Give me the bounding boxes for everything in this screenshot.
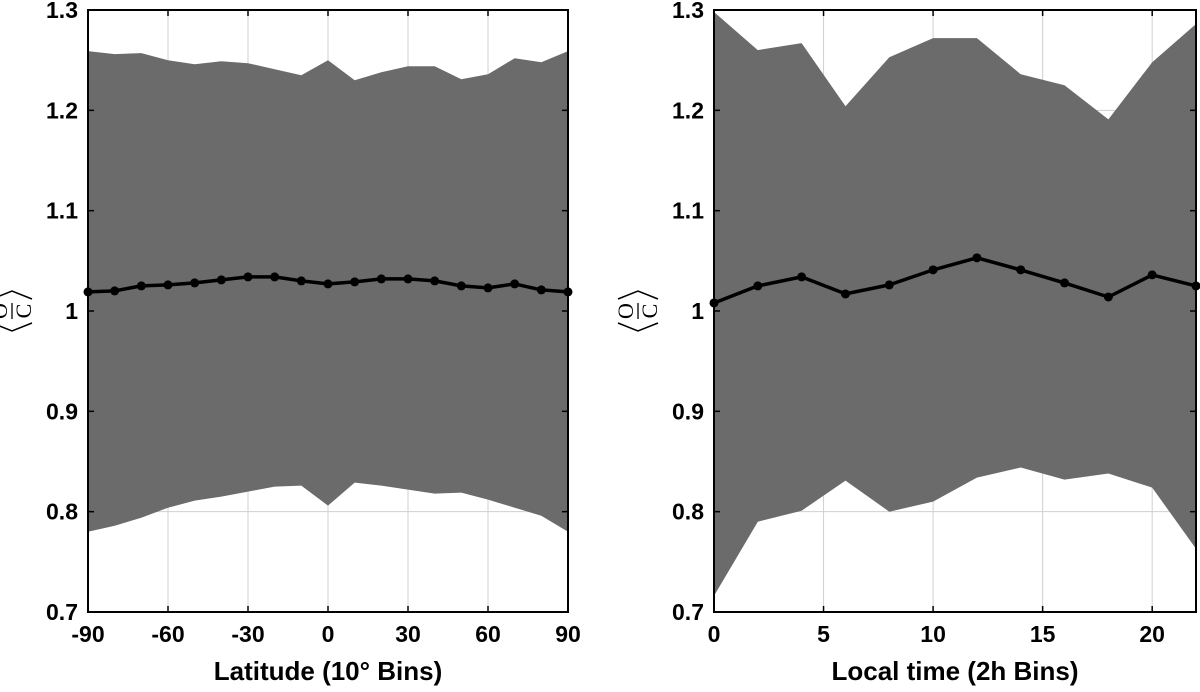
x-tick-label: -60 <box>151 621 184 647</box>
x-tick-label: 60 <box>475 621 501 647</box>
y-tick-label: 1.3 <box>46 0 78 23</box>
x-tick-label: 0 <box>322 621 335 647</box>
x-tick-label: -30 <box>231 621 264 647</box>
y-tick-label: 0.7 <box>46 599 78 625</box>
mean-point <box>136 281 146 291</box>
mean-point <box>270 272 280 282</box>
x-axis-label: Latitude (10° Bins) <box>214 656 443 686</box>
mean-point <box>350 277 360 287</box>
mean-point <box>884 280 894 290</box>
y-tick-label: 0.8 <box>46 499 78 525</box>
y-tick-label: 0.8 <box>672 499 704 525</box>
mean-line <box>713 256 1197 305</box>
y-axis-label-denominator: C <box>637 304 662 319</box>
x-tick-label: 90 <box>555 621 581 647</box>
chart-panel-1: -90 -60 -30 0 30 60 90 0.7 0.8 0.9 1 1.1 1.2 1.3 Latit… <box>0 0 581 686</box>
y-tick-label: 0.9 <box>46 398 78 424</box>
mean-point <box>430 276 440 286</box>
mean-point <box>1016 265 1026 275</box>
mean-point <box>216 275 226 285</box>
mean-point <box>403 274 413 284</box>
mean-point <box>456 281 466 291</box>
x-tick-label: 5 <box>817 621 830 647</box>
y-tick-label: 0.7 <box>672 599 704 625</box>
y-tick-label: 1.1 <box>46 198 78 224</box>
x-tick-label: -90 <box>71 621 104 647</box>
y-tick-label: 0.9 <box>672 398 704 424</box>
spread-band <box>88 51 568 532</box>
mean-point <box>1060 278 1070 288</box>
y-tick-label: 1.2 <box>672 97 704 123</box>
x-tick-label: 0 <box>708 621 721 647</box>
mean-point <box>536 285 546 295</box>
mean-point <box>190 278 200 288</box>
mean-point <box>1147 270 1157 280</box>
y-tick-label: 1 <box>65 298 78 324</box>
spread-band <box>714 12 1196 596</box>
y-axis-label-numerator: O <box>613 303 638 319</box>
y-tick-label: 1.1 <box>672 198 704 224</box>
y-axis-label-numerator: O <box>0 303 12 319</box>
y-axis-label-bracket-left <box>0 322 33 332</box>
x-tick-label: 20 <box>1139 621 1165 647</box>
mean-point <box>483 283 493 293</box>
y-axis-label-bracket-left <box>617 322 659 332</box>
mean-point <box>797 272 807 282</box>
mean-point <box>840 289 850 299</box>
y-tick-label: 1 <box>691 298 704 324</box>
mean-point <box>376 274 386 284</box>
x-tick-label: 10 <box>920 621 946 647</box>
mean-point <box>243 272 253 282</box>
y-axis-label-bracket-right <box>0 290 33 300</box>
x-axis-label: Local time (2h Bins) <box>831 656 1078 686</box>
mean-point <box>510 279 520 289</box>
mean-point <box>323 279 333 289</box>
y-tick-label: 1.2 <box>46 97 78 123</box>
y-axis-label-denominator: C <box>11 304 36 319</box>
chart-panel-2: 0 5 10 15 20 0.7 0.8 0.9 1 1.1 1.2 1.3 Local time (2… <box>613 0 1200 686</box>
y-axis-label-bracket-right <box>617 290 659 300</box>
mean-point <box>296 276 306 286</box>
x-tick-label: 15 <box>1030 621 1056 647</box>
mean-point <box>753 281 763 291</box>
mean-point <box>972 253 982 263</box>
mean-point <box>163 280 173 290</box>
y-tick-label: 1.3 <box>672 0 704 23</box>
mean-point <box>928 265 938 275</box>
mean-point <box>110 286 120 296</box>
x-tick-label: 30 <box>395 621 421 647</box>
mean-point <box>1103 292 1113 302</box>
y-axis-label: OC <box>0 290 36 332</box>
